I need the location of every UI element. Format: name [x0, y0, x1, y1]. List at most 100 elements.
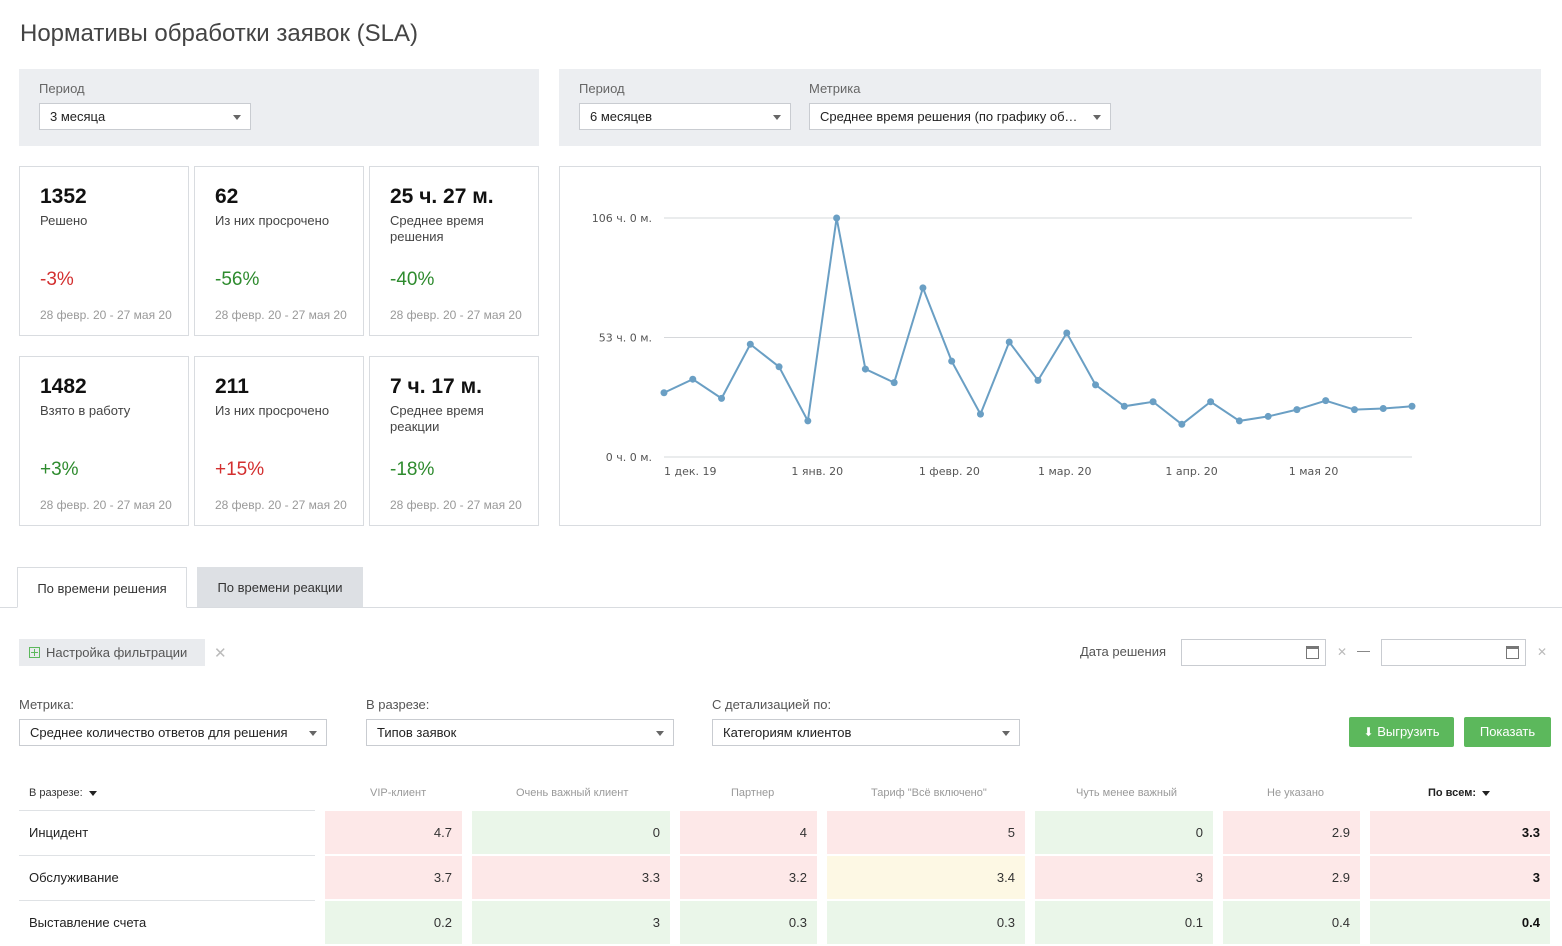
data-point: [976, 410, 984, 418]
x-tick-label: 1 дек. 19: [664, 465, 717, 478]
data-point: [1149, 398, 1157, 406]
column-header-total[interactable]: По всем:: [1428, 787, 1491, 799]
table-cell: 0.1: [1035, 901, 1213, 944]
data-point: [1235, 417, 1243, 425]
table-cell: 3.7: [325, 856, 462, 899]
stat-value: 1482: [40, 375, 87, 398]
table-cell-total: 3.3: [1370, 811, 1550, 854]
x-tick-label: 1 мая 20: [1289, 465, 1339, 478]
series-line: [663, 217, 1413, 426]
date-from-input[interactable]: [1181, 639, 1326, 666]
row-divider: [19, 900, 315, 901]
data-point: [1178, 420, 1186, 428]
date-to-input[interactable]: [1381, 639, 1526, 666]
row-label: Инцидент: [29, 825, 89, 840]
line-chart: 0 ч. 0 м. 53 ч. 0 м. 106 ч. 0 м. 1 дек. 19 1…: [592, 212, 1416, 478]
stat-label: Решено: [40, 213, 88, 228]
data-point: [1293, 406, 1301, 414]
stat-change: +3%: [40, 459, 79, 480]
table-corner-label: В разрезе:: [29, 787, 83, 799]
column-header: Чуть менее важный: [1076, 787, 1178, 799]
y-tick-label: 53 ч. 0 м.: [599, 332, 652, 345]
x-tick-label: 1 мар. 20: [1038, 465, 1092, 478]
stat-range: 28 февр. 20 - 27 мая 20: [390, 308, 522, 322]
slice-label: В разрезе:: [366, 697, 430, 712]
table-cell: 0: [1035, 811, 1213, 854]
detail-label: С детализацией по:: [712, 697, 832, 712]
table-cell: 3.3: [472, 856, 670, 899]
data-point: [861, 365, 869, 373]
chart-period-select[interactable]: 6 месяцев: [579, 103, 791, 130]
data-point: [919, 284, 927, 292]
export-button[interactable]: ⬇ Выгрузить: [1349, 717, 1454, 747]
stat-card-taken: 1482 Взято в работу +3% 28 февр. 20 - 27…: [19, 356, 189, 526]
data-point: [1120, 402, 1128, 410]
data-point: [1379, 405, 1387, 413]
table-cell: 3.4: [827, 856, 1025, 899]
data-point: [689, 375, 697, 383]
show-button[interactable]: Показать: [1464, 717, 1551, 747]
filter-setup-button[interactable]: Настройка фильтрации: [19, 639, 205, 666]
chevron-down-icon: [773, 115, 781, 120]
tabs-divider: [0, 607, 1562, 608]
stat-change: +15%: [215, 459, 265, 480]
tab-resolution-time[interactable]: По времени решения: [17, 567, 187, 608]
report-detail-value: Категориям клиентов: [723, 725, 852, 740]
report-slice-value: Типов заявок: [377, 725, 457, 740]
chart-metric-select[interactable]: Среднее время решения (по графику обслуж…: [809, 103, 1111, 130]
stat-label: Среднее время решения: [390, 213, 484, 244]
data-point: [746, 340, 754, 348]
chart-panel: 0 ч. 0 м. 53 ч. 0 м. 106 ч. 0 м. 1 дек. 19 1…: [559, 166, 1541, 526]
period-label: Период: [39, 81, 85, 96]
stat-card-taken-overdue: 211 Из них просрочено +15% 28 февр. 20 -…: [194, 356, 364, 526]
row-divider: [19, 810, 315, 811]
clear-filter-icon[interactable]: ✕: [214, 645, 227, 662]
clear-date-to-icon[interactable]: ✕: [1537, 645, 1548, 659]
stat-card-resolved: 1352 Решено -3% 28 февр. 20 - 27 мая 20: [19, 166, 189, 336]
report-detail-select[interactable]: Категориям клиентов: [712, 719, 1020, 746]
data-point: [1264, 412, 1272, 420]
row-divider: [19, 855, 315, 856]
date-range-dash: —: [1357, 643, 1370, 658]
table-cell: 5: [827, 811, 1025, 854]
x-tick-label: 1 апр. 20: [1165, 465, 1217, 478]
data-point: [1092, 381, 1100, 389]
calendar-icon[interactable]: [1506, 646, 1519, 659]
plus-icon: [29, 647, 40, 658]
stat-change: -56%: [215, 269, 260, 290]
table-cell: 4.7: [325, 811, 462, 854]
data-point: [1034, 376, 1042, 384]
table-cell-total: 3: [1370, 856, 1550, 899]
stat-range: 28 февр. 20 - 27 мая 20: [390, 498, 522, 512]
report-slice-select[interactable]: Типов заявок: [366, 719, 674, 746]
stat-range: 28 февр. 20 - 27 мая 20: [215, 308, 347, 322]
chart-period-value: 6 месяцев: [590, 109, 652, 124]
calendar-icon[interactable]: [1306, 646, 1319, 659]
date-label: Дата решения: [1080, 644, 1166, 659]
table-cell: 3: [1035, 856, 1213, 899]
chart-period-label: Период: [579, 81, 625, 96]
data-point: [718, 394, 726, 402]
data-point: [1207, 398, 1215, 406]
y-tick-label: 0 ч. 0 м.: [606, 451, 652, 464]
x-tick-label: 1 янв. 20: [791, 465, 843, 478]
table-corner-header[interactable]: В разрезе:: [29, 787, 97, 799]
data-point: [890, 379, 898, 387]
stat-value: 1352: [40, 185, 87, 208]
filter-setup-label: Настройка фильтрации: [46, 645, 188, 660]
stat-value: 25 ч. 27 м.: [390, 185, 494, 208]
stat-value: 62: [215, 185, 239, 208]
data-point: [1350, 406, 1358, 414]
stat-change: -40%: [390, 269, 435, 290]
total-header-label: По всем:: [1428, 787, 1477, 799]
period-select[interactable]: 3 месяца: [39, 103, 251, 130]
chevron-down-icon: [1002, 731, 1010, 736]
tab-reaction-time[interactable]: По времени реакции: [197, 567, 363, 608]
clear-date-from-icon[interactable]: ✕: [1337, 645, 1348, 659]
left-filter-panel: Период 3 месяца: [19, 69, 539, 146]
period-select-value: 3 месяца: [50, 109, 106, 124]
report-metric-value: Среднее количество ответов для решения: [30, 725, 288, 740]
stat-card-resolved-overdue: 62 Из них просрочено -56% 28 февр. 20 - …: [194, 166, 364, 336]
report-metric-select[interactable]: Среднее количество ответов для решения: [19, 719, 327, 746]
table-cell: 0.3: [680, 901, 817, 944]
